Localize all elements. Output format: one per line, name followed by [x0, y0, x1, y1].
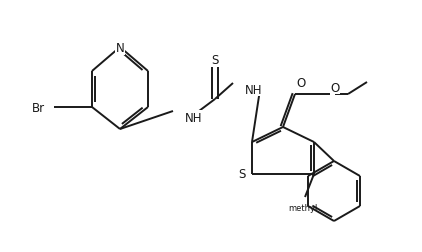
Text: O: O: [330, 81, 340, 94]
Text: N: N: [116, 42, 124, 55]
Text: NH: NH: [185, 111, 203, 124]
Text: Br: Br: [32, 101, 45, 114]
Text: NH: NH: [245, 83, 262, 96]
Text: methyl: methyl: [288, 203, 318, 212]
Text: S: S: [238, 168, 246, 181]
Text: S: S: [211, 54, 219, 67]
Text: O: O: [296, 76, 306, 89]
